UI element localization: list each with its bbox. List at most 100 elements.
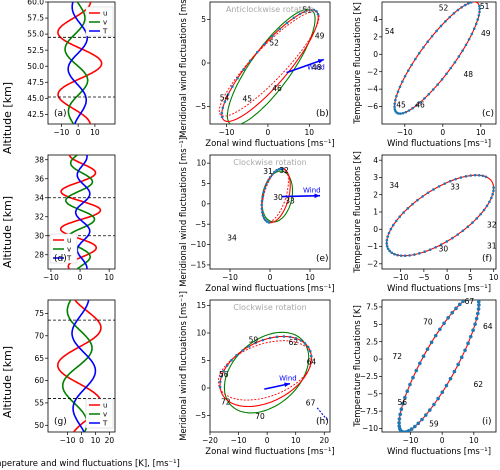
altitude-annotation: 31 xyxy=(487,241,497,250)
data-point xyxy=(431,88,435,91)
y-tick-label: −7.5 xyxy=(360,407,378,416)
bottom-xlabel: Temperature and wind fluctuations [K], [… xyxy=(0,459,180,469)
altitude-annotation: 64 xyxy=(483,322,493,331)
data-point xyxy=(443,182,446,185)
y-tick-label: −10 xyxy=(190,240,206,249)
y-tick-label: 3 xyxy=(373,173,378,182)
data-point xyxy=(399,407,404,412)
hodograph-point xyxy=(220,115,224,119)
hodograph-point xyxy=(285,21,289,25)
altitude-annotation: 62 xyxy=(473,380,483,389)
hodograph-point xyxy=(273,170,276,174)
y-tick-label: 0 xyxy=(373,225,378,234)
wind-vector-arrowhead xyxy=(317,59,324,64)
panel-letter: (g) xyxy=(54,417,67,427)
rotation-label: Clockwise rotation xyxy=(233,158,307,167)
data-point xyxy=(440,390,445,395)
hodograph-point xyxy=(226,93,230,96)
profile-line-v xyxy=(64,155,96,269)
plot-frame xyxy=(47,1,116,125)
data-point xyxy=(478,7,481,11)
y-axis-label: Temperature fluctuations [K] xyxy=(353,305,363,428)
x-tick-label: 10 xyxy=(469,436,479,445)
profile-line-T xyxy=(67,2,89,124)
wind-label: Wind xyxy=(279,375,297,383)
hodograph-point xyxy=(266,179,270,182)
altitude-annotation: 54 xyxy=(385,27,395,36)
x-tick-label: −10 xyxy=(43,273,59,282)
data-point xyxy=(473,322,477,327)
data-point xyxy=(451,236,454,240)
data-point xyxy=(463,3,467,7)
fit-ellipse xyxy=(386,174,495,257)
data-point xyxy=(467,2,470,5)
data-point xyxy=(482,208,486,212)
data-point xyxy=(428,248,432,251)
data-point xyxy=(450,310,454,315)
data-point xyxy=(453,61,457,64)
altitude-annotation: 62 xyxy=(289,338,299,347)
profile-line-T xyxy=(74,155,91,269)
data-point xyxy=(411,106,414,110)
y-tick-label: −1 xyxy=(367,242,378,251)
fit-ellipse xyxy=(398,300,480,432)
y-tick-label: 4 xyxy=(373,156,378,165)
plot-frame xyxy=(47,154,116,270)
data-point xyxy=(478,10,481,14)
y-tick-label: 50 xyxy=(34,421,44,430)
x-tick-label: 0 xyxy=(266,128,271,137)
data-point xyxy=(491,192,494,196)
data-point xyxy=(460,5,463,9)
data-point xyxy=(385,238,389,242)
data-point xyxy=(439,243,443,246)
x-tick-label: −10 xyxy=(222,273,238,282)
wind-label: Wind xyxy=(303,187,321,195)
data-point xyxy=(473,173,477,177)
y-tick-label: 47.5 xyxy=(27,78,44,87)
data-point xyxy=(437,185,441,188)
data-point xyxy=(469,2,473,4)
data-point xyxy=(394,98,397,102)
hodograph-trace-dashed xyxy=(217,340,313,401)
y-tick-label: −5 xyxy=(367,389,378,398)
altitude-annotation: 30 xyxy=(273,193,283,202)
hodograph-point xyxy=(306,345,310,349)
y-tick-label: 42.5 xyxy=(27,110,44,119)
panel-letter: (f) xyxy=(482,254,492,264)
y-tick-label: −5 xyxy=(195,411,206,420)
data-point xyxy=(402,211,405,214)
y-tick-label: 0 xyxy=(201,59,206,68)
profile-line-u xyxy=(59,155,102,269)
altitude-annotation: 52 xyxy=(439,4,449,13)
panel-letter: (a) xyxy=(54,109,67,119)
hodograph-point xyxy=(222,369,226,373)
altitude-annotation: 31 xyxy=(263,167,273,176)
y-tick-label: 2.5 xyxy=(366,337,378,346)
data-point xyxy=(465,300,468,301)
data-point xyxy=(401,80,404,83)
x-tick-label: −10 xyxy=(397,128,413,137)
data-point xyxy=(396,90,400,93)
wind-vector-arrowhead xyxy=(314,193,320,199)
hodograph-trace-green xyxy=(226,8,316,124)
x-tick-label: 10 xyxy=(90,128,100,137)
data-point xyxy=(479,212,482,216)
x-tick-label: 0 xyxy=(268,273,273,282)
x-tick-label: 20 xyxy=(320,436,330,445)
data-point xyxy=(445,72,448,76)
legend-label-v: v xyxy=(67,246,71,254)
data-point xyxy=(397,112,400,115)
data-point xyxy=(398,412,402,417)
data-point xyxy=(467,37,471,41)
plot-frame xyxy=(209,299,331,433)
hodograph-point xyxy=(268,175,272,179)
data-point xyxy=(386,235,389,238)
altitude-annotation: 59 xyxy=(429,419,439,428)
data-point xyxy=(432,402,436,407)
data-point xyxy=(417,51,421,55)
altitude-annotation: 46 xyxy=(272,84,282,93)
data-point xyxy=(456,362,460,367)
data-point xyxy=(395,94,398,98)
y-tick-label: 65 xyxy=(34,354,44,363)
